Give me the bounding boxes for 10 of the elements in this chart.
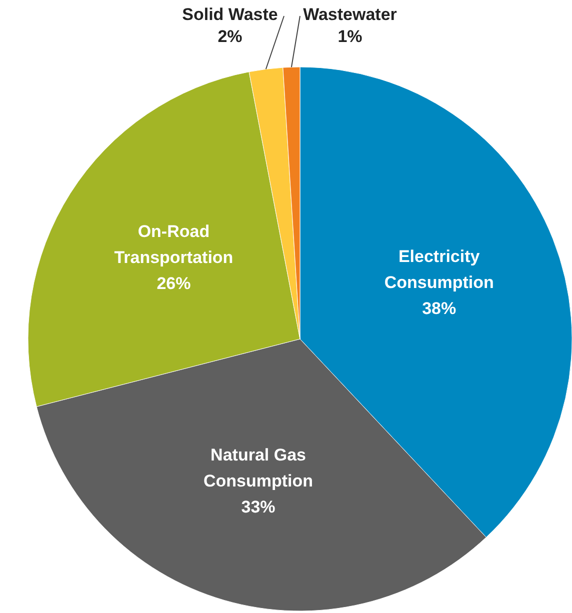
slice-label: Natural Gas Consumption xyxy=(203,446,314,492)
data-label: 33% xyxy=(241,498,276,518)
data-label: 2% xyxy=(218,27,242,46)
slice-label: On-Road Transportation xyxy=(114,222,234,268)
slice-label: Wastewater xyxy=(303,5,398,24)
data-label: 1% xyxy=(338,27,362,46)
slice-label: Electricity Consumption xyxy=(384,247,494,292)
data-label: 38% xyxy=(422,299,456,318)
slice-label: Solid Waste xyxy=(182,5,278,24)
data-label: 26% xyxy=(156,274,191,294)
